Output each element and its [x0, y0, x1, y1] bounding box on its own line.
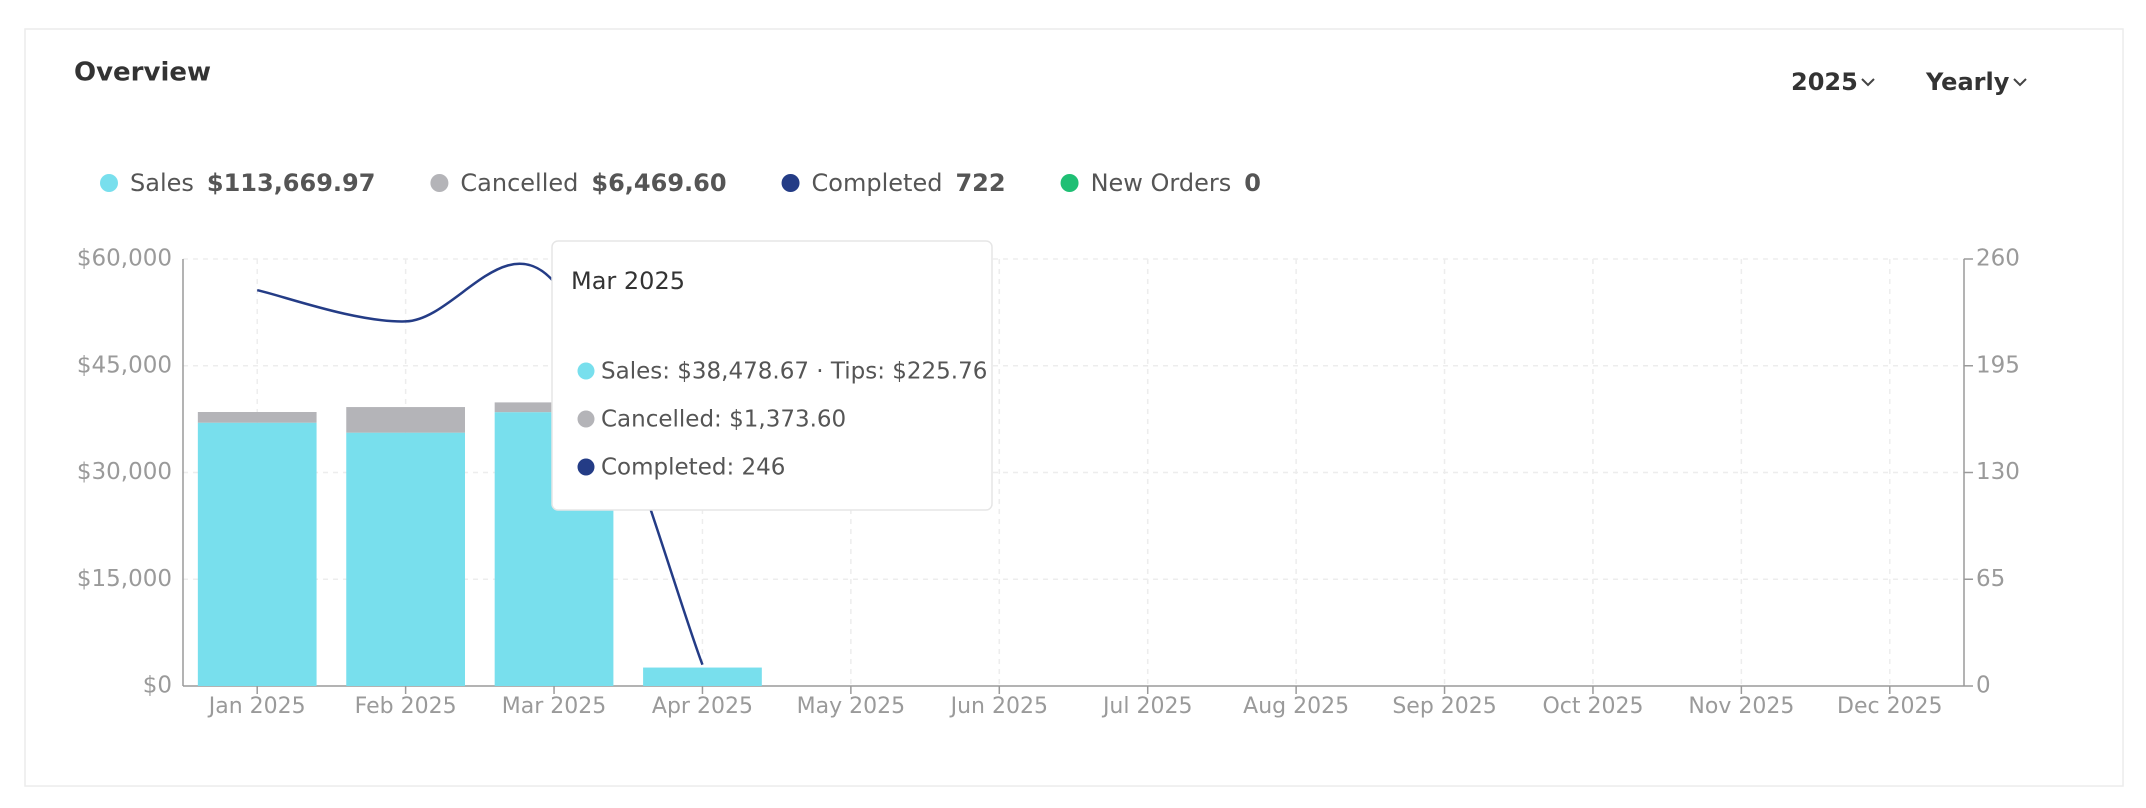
legend-total: 722 [955, 169, 1005, 197]
tooltip: Mar 2025 Sales: $38,478.67 · Tips: $225.… [551, 240, 993, 511]
x-tick-label: Jan 2025 [207, 694, 306, 719]
bar [197, 422, 317, 686]
y2-tick-label: 260 [1976, 246, 2020, 272]
chevron[interactable] [1861, 78, 1875, 87]
legend-name: Cancelled [460, 169, 578, 197]
y2-tick-label: 65 [1976, 566, 2005, 592]
bar [346, 407, 465, 433]
y-tick-label: $15,000 [77, 566, 172, 592]
y-tick-label: $45,000 [77, 352, 172, 378]
legend-dot [1060, 174, 1079, 192]
tooltip-dot [577, 458, 595, 476]
tooltip-title: Mar 2025 [571, 267, 685, 295]
x-tick-label: Jun 2025 [949, 694, 1048, 719]
legend-total: $6,469.60 [591, 169, 726, 197]
x-tick-label: Aug 2025 [1243, 694, 1349, 719]
x-tick-label: Nov 2025 [1688, 694, 1794, 719]
legend-name: New Orders [1091, 169, 1232, 197]
y2-tick-label: 195 [1976, 352, 2020, 378]
legend-dot [781, 174, 800, 192]
x-tick-label: Mar 2025 [502, 694, 607, 719]
period-select[interactable]: Yearly [1925, 68, 2010, 96]
x-tick-label: May 2025 [797, 694, 905, 719]
legend-total: 0 [1244, 169, 1261, 197]
x-tick-label: Oct 2025 [1542, 694, 1643, 719]
y-tick-label: $30,000 [77, 459, 172, 485]
title: Overview [74, 58, 211, 88]
legend: Sales $113,669.97 Cancelled $6,469.60 Comple… [100, 169, 1261, 197]
year-select[interactable]: 2025 [1791, 68, 1858, 96]
bar [197, 412, 317, 423]
legend-name: Sales [130, 169, 194, 197]
y2-tick-label: 130 [1976, 459, 2020, 485]
x-tick-label: Sep 2025 [1392, 694, 1496, 719]
chevron[interactable] [2013, 78, 2027, 87]
legend-dot [430, 174, 449, 192]
bar [346, 432, 465, 686]
card [24, 28, 2124, 787]
y2-tick-label: 0 [1976, 673, 1991, 699]
x-tick-label: Feb 2025 [355, 694, 457, 719]
y-tick-label: $0 [143, 673, 172, 699]
tooltip-dot [577, 410, 595, 428]
x-tick-label: Apr 2025 [652, 694, 753, 719]
tooltip-dot [577, 362, 595, 380]
line [256, 262, 704, 666]
tooltip-line: Cancelled: $1,373.60 [601, 407, 846, 433]
tooltip-line: Sales: $38,478.67 · Tips: $225.76 [601, 359, 987, 385]
x-tick-label: Jul 2025 [1101, 694, 1193, 719]
y-tick-label: $60,000 [77, 246, 172, 272]
x-tick-label: Dec 2025 [1837, 694, 1943, 719]
legend-name: Completed [812, 169, 943, 197]
tooltip-line: Completed: 246 [601, 455, 785, 481]
legend-dot [100, 174, 118, 192]
tooltip-box [551, 240, 993, 511]
legend-total: $113,669.97 [207, 169, 376, 197]
bar [643, 667, 762, 686]
